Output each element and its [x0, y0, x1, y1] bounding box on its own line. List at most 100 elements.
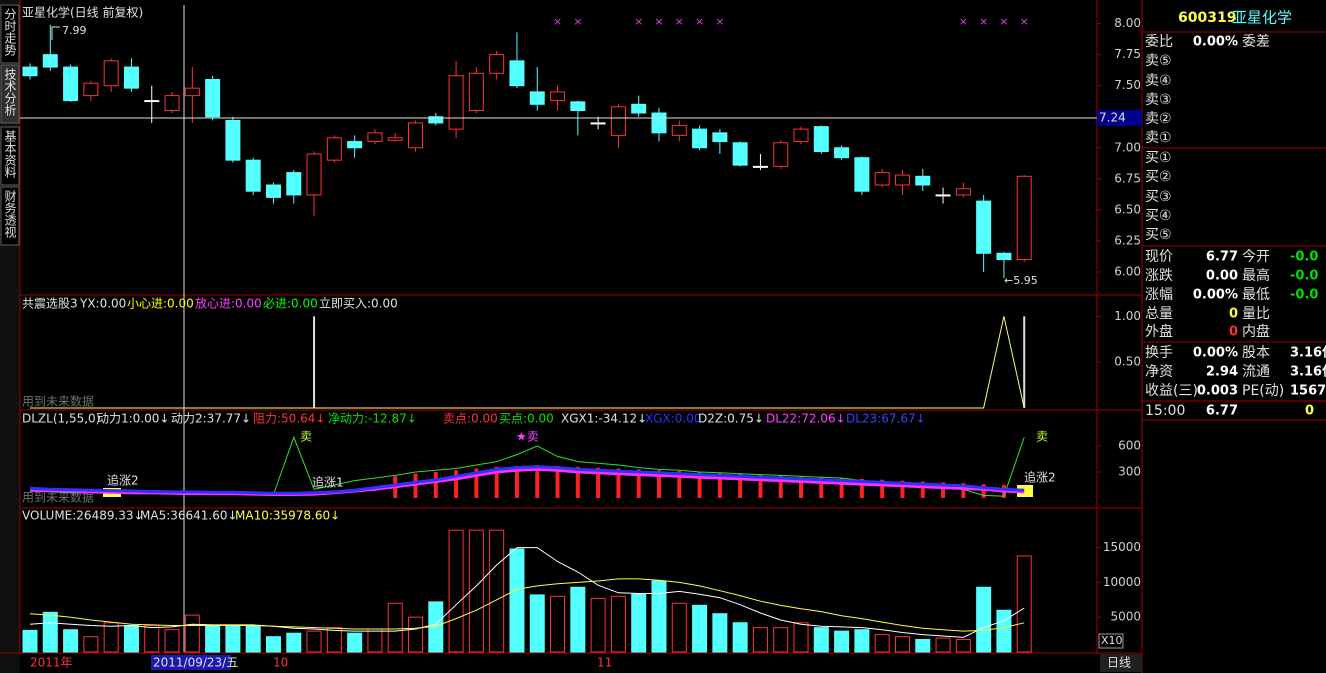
candle-body [205, 78, 221, 118]
candle-body [123, 66, 139, 89]
volume-bar [671, 602, 687, 653]
quote-value: 0.00 [1206, 269, 1238, 284]
volume-bar [83, 636, 99, 653]
indicator-bar [474, 468, 479, 498]
period-label[interactable]: 日线 [1107, 656, 1131, 670]
side-tab[interactable] [0, 4, 20, 64]
side-tab-label[interactable]: 财务透视 [3, 190, 17, 238]
candle-body [184, 87, 200, 97]
quote-label: 今开 [1242, 249, 1270, 265]
quote-label: 买② [1145, 169, 1172, 185]
legend-entry: 放心进:0.00 [195, 296, 262, 311]
side-tab-label[interactable]: 技术分析 [3, 68, 17, 117]
candle-body [83, 82, 99, 97]
candle-body [671, 124, 687, 136]
signal-annotation: 卖 [300, 430, 312, 444]
y-tick-label: 6.25 [1114, 233, 1141, 247]
quote-value: 3.16亿 [1290, 345, 1326, 361]
indicator-bar [859, 478, 864, 498]
crosshair-value: 7.24 [1099, 110, 1126, 124]
candle-body [813, 126, 829, 152]
candle-body [996, 252, 1012, 260]
candle-body [793, 128, 809, 143]
candle-body [834, 147, 850, 159]
indicator-line [29, 465, 1025, 495]
quote-label: 买④ [1145, 208, 1172, 224]
quote-value: 0.00% [1193, 288, 1238, 303]
indicator-bar [717, 472, 722, 498]
indicator-bar [880, 479, 885, 498]
candle-body [894, 174, 910, 186]
stock-name: 亚星化学 [1232, 9, 1292, 27]
volume-bar [1016, 555, 1032, 653]
quote-label: 卖⑤ [1145, 53, 1172, 69]
volume-bar [22, 629, 38, 653]
side-tab-label[interactable]: 基本资料 [3, 130, 17, 178]
quote-label: 最低 [1242, 287, 1270, 303]
quote-label: 净资 [1145, 364, 1173, 380]
quote-label: 卖④ [1145, 73, 1172, 89]
side-tab[interactable] [0, 186, 20, 246]
volume-bar [773, 627, 789, 653]
signal-marker: × [959, 15, 968, 28]
y-tick-label: 7.75 [1114, 47, 1141, 61]
candle-body [874, 172, 890, 186]
indicator-bar [778, 475, 783, 498]
candle-body [63, 66, 79, 102]
indicator-bar [758, 474, 763, 498]
volume-bar [245, 625, 261, 653]
period-tab[interactable] [1100, 654, 1142, 672]
candle-body [712, 132, 728, 143]
side-tab-label[interactable]: 分时走势 [3, 8, 17, 56]
volume-bar [631, 593, 647, 653]
month-label: 10 [273, 656, 288, 670]
volume-bar [550, 595, 566, 653]
y-tick-label: 1.00 [1114, 309, 1141, 323]
quote-label: 股本 [1242, 345, 1270, 361]
cursor-date: 2011/09/23/五 [153, 656, 238, 670]
indicator-bar [454, 470, 459, 498]
quote-label: 买⑤ [1145, 227, 1172, 243]
indicator-bar [514, 465, 519, 498]
quote-label: 现价 [1145, 249, 1173, 265]
legend-entry: 共震选股3 [22, 297, 78, 311]
indicator-line [29, 578, 1025, 632]
quote-value: 0.00% [1193, 346, 1238, 361]
quote-value: 0 [1305, 404, 1314, 419]
volume-bar [367, 628, 383, 653]
candle-body [428, 116, 444, 124]
indicator-bar [656, 470, 661, 498]
legend-entry: DLZL(1,55,0) [22, 412, 100, 426]
indicator-bar [433, 471, 438, 498]
indicator-bar [920, 481, 925, 498]
quote-label: 换手 [1145, 344, 1173, 361]
candle-body [732, 142, 748, 166]
candle-body [468, 72, 484, 112]
side-tab[interactable] [0, 126, 20, 186]
quote-label: 量比 [1242, 306, 1270, 322]
legend-entry: DL23:67.67↓ [846, 412, 926, 426]
stock-code: 600319 [1178, 10, 1236, 26]
candle-body [22, 66, 38, 77]
side-tab[interactable] [0, 64, 20, 124]
candle-body [42, 54, 58, 68]
legend-entry: 小心进:0.00 [127, 297, 194, 311]
note: 用到未来数据 [22, 394, 94, 409]
volume-bar [529, 594, 545, 653]
candle-body [265, 184, 281, 198]
volume-bar [326, 627, 342, 653]
volume-bar [509, 548, 525, 653]
candle-body [103, 60, 119, 87]
quote-label: PE(动) [1242, 383, 1284, 399]
candle-body [164, 95, 180, 112]
y-tick-label: 7.50 [1114, 78, 1141, 92]
signal-marker: × [654, 15, 663, 28]
candle-body [367, 132, 383, 143]
candle-body [631, 103, 647, 114]
quote-label: 买① [1145, 150, 1172, 166]
candle-body [570, 101, 586, 112]
volume-bar [448, 529, 464, 653]
quote-value: 0.003 [1197, 384, 1238, 399]
volume-bar [590, 597, 606, 653]
quote-value: 3.16亿 [1290, 364, 1326, 380]
